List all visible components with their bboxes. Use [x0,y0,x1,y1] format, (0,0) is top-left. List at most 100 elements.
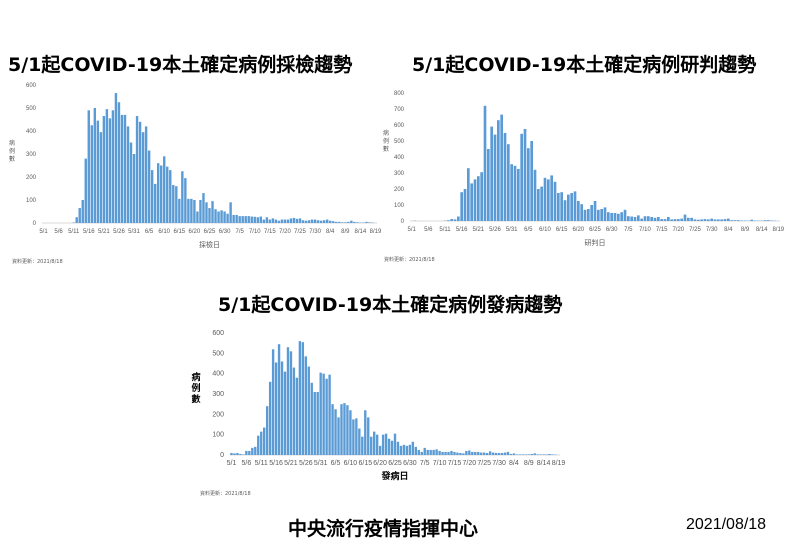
bar [108,118,112,223]
bar [503,133,507,221]
bar [289,351,293,455]
y-tick-label: 400 [26,129,37,135]
bar [700,219,703,221]
bar [102,116,106,223]
bar [175,186,178,223]
bar [483,452,486,455]
bar [617,213,620,221]
bar [328,374,331,455]
x-tick-label: 5/16 [269,460,283,467]
bar [265,406,269,455]
bar [630,216,633,221]
x-tick-label: 5/1 [39,229,48,235]
x-tick-label: 5/11 [255,460,268,467]
bar [384,433,388,455]
bar [226,213,229,223]
y-tick-label: 300 [212,391,224,398]
chart2-svg: 0 100 200 300 400 500 600 700 800 5/1 5/6 5/11 5/16 5… [383,91,785,263]
bar [545,454,548,455]
bar [447,220,450,221]
bar [169,170,172,223]
bar [181,171,184,223]
bar [480,172,483,221]
bar [667,217,670,221]
bar [720,219,723,221]
bar [373,431,376,455]
bar [156,163,160,223]
x-tick-label: 7/30 [706,227,718,233]
bar [271,218,275,223]
bar [337,417,340,455]
x-tick-label: 6/20 [189,229,201,235]
bar [387,438,391,455]
bar [81,200,84,223]
bar [229,202,232,223]
bar [456,452,459,455]
x-tick-label: 5/16 [83,229,95,235]
bar [550,175,553,221]
bar [690,217,693,221]
bar [329,220,332,223]
bar [459,452,462,455]
bar [251,447,254,455]
x-tick-label: 7/10 [639,227,651,233]
bar [138,121,142,223]
x-tick-label: 7/5 [236,229,245,235]
bar [444,451,447,455]
y-axis-label: 病 [9,139,15,147]
x-tick-label: 7/10 [433,460,447,467]
bar [583,209,587,221]
bar [135,116,139,223]
bar [166,166,169,223]
bar [298,218,302,223]
x-tick-label: 7/15 [448,460,462,467]
bar [540,186,543,221]
bar [570,193,573,221]
bar [208,208,211,223]
bar [344,222,347,223]
bar [553,181,557,221]
bar [557,193,560,221]
bar [438,450,441,455]
bar [513,165,517,221]
bar [497,452,501,455]
bar [355,418,358,455]
bar [683,214,687,221]
bar [316,391,319,455]
bar [497,120,500,221]
y-tick-label: 200 [394,187,405,193]
x-axis-label: 研判日 [585,238,606,247]
bar [480,452,483,455]
x-tick-label: 5/6 [424,227,433,233]
y-axis-label: 數 [383,145,389,153]
data-update-note: 資料更新：2021/8/18 [12,258,63,265]
bar [347,221,350,223]
bar [304,356,307,455]
y-tick-label: 100 [212,432,224,439]
bar [613,213,617,221]
y-axis-label: 數 [9,155,15,163]
bar [286,347,290,455]
bar [230,452,233,455]
bar [319,372,322,455]
bar [560,192,563,221]
bar [241,216,244,223]
bar [247,216,250,223]
y-axis-label: 病 [383,129,389,137]
bar [494,452,498,455]
bar [597,209,600,221]
bar [533,453,536,455]
bar [304,220,308,223]
x-tick-label: 8/9 [341,229,350,235]
bar [232,214,235,223]
x-tick-label: 5/21 [284,460,298,467]
bar [352,419,355,455]
y-axis-label: 例 [9,147,15,155]
bar [590,205,593,221]
x-axis-label: 發病日 [380,470,408,482]
x-tick-label: 8/19 [772,227,784,233]
x-tick-label: 7/10 [249,229,261,235]
bar [259,216,263,223]
bar [680,218,683,221]
y-axis-label: 例 [383,137,389,145]
